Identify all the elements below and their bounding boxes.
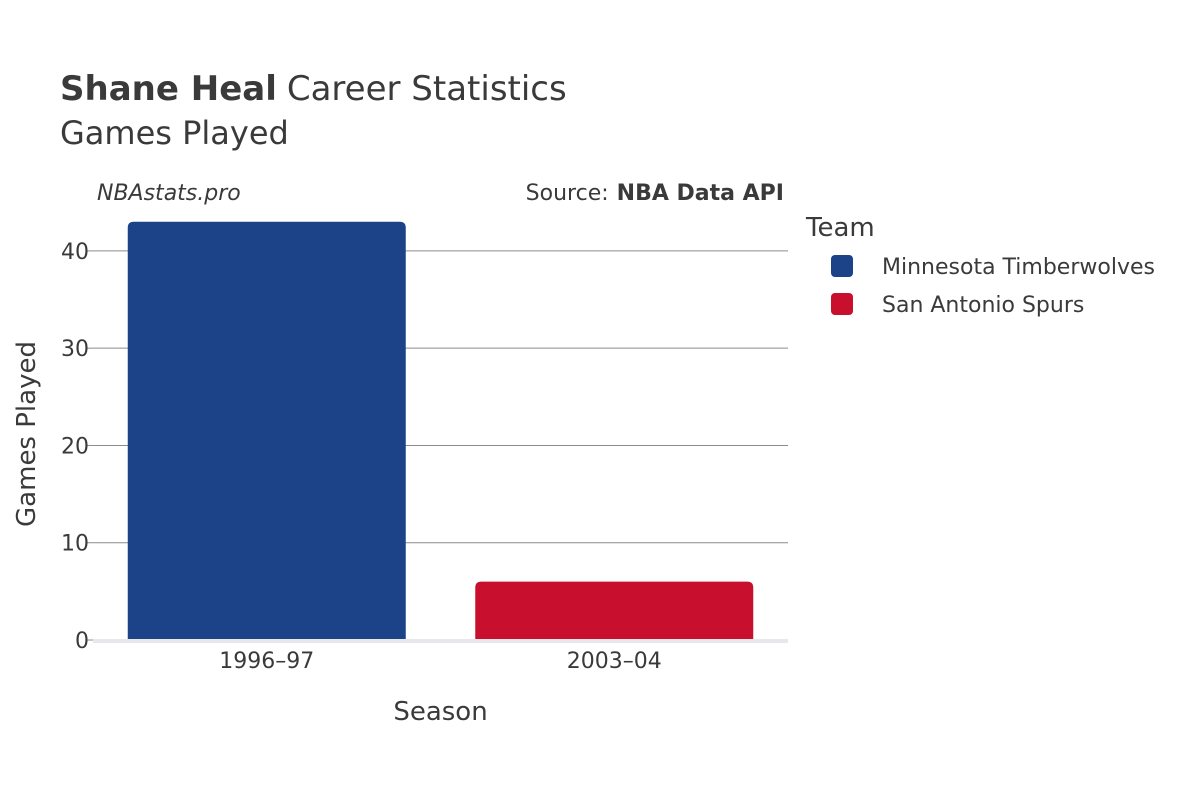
source-name: NBA Data API <box>617 181 784 206</box>
legend-entry: Minnesota Timberwolves <box>882 255 1155 280</box>
legend-title: Team <box>805 213 875 243</box>
x-tick-label: 2003–04 <box>567 649 662 674</box>
site-credit: NBAstats.pro <box>97 181 241 206</box>
y-tick-label: 20 <box>61 434 89 459</box>
chart-title: Shane Heal Career Statistics <box>60 69 567 109</box>
title-rest: Career Statistics <box>287 69 567 109</box>
bar-minnesota-timberwolves <box>127 221 406 640</box>
y-axis-label: Games Played <box>12 341 42 527</box>
y-tick-label: 40 <box>61 240 89 265</box>
y-tick-label: 0 <box>75 629 89 654</box>
title-player-name: Shane Heal <box>60 69 277 109</box>
legend-swatch <box>831 293 853 315</box>
legend-entry: San Antonio Spurs <box>882 293 1084 318</box>
source-prefix: Source: <box>526 181 609 206</box>
source-credit: Source: NBA Data API <box>526 181 784 206</box>
bars <box>127 221 754 640</box>
legend: Team Minnesota Timberwolves San Antonio S… <box>805 213 1155 318</box>
chart-subtitle: Games Played <box>60 114 289 152</box>
y-tick-label: 30 <box>61 337 89 362</box>
bar-san-antonio-spurs <box>475 581 754 640</box>
x-axis-label: Season <box>393 697 487 727</box>
axes: 0 10 20 30 40 1996–97 2003–04 <box>61 240 788 674</box>
y-tick-label: 10 <box>61 532 89 557</box>
x-tick-label: 1996–97 <box>219 649 314 674</box>
legend-swatch <box>831 255 853 277</box>
